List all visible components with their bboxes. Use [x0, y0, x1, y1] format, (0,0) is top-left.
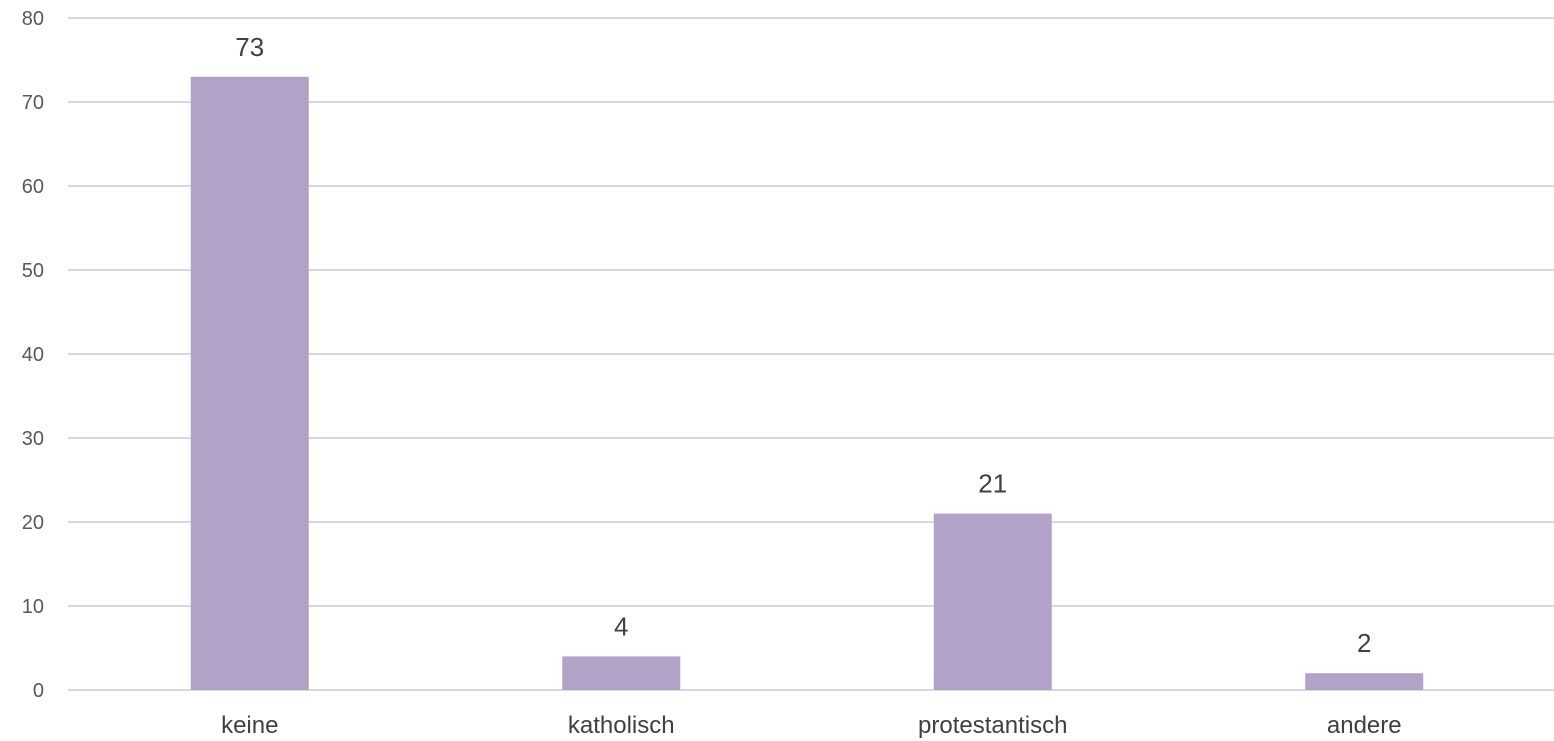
y-tick-label: 40 — [22, 344, 44, 366]
y-tick-label: 60 — [22, 176, 44, 198]
data-label: 73 — [235, 32, 264, 62]
y-tick-label: 0 — [33, 680, 44, 702]
data-label: 2 — [1357, 628, 1371, 658]
y-tick-label: 20 — [22, 512, 44, 534]
bars — [190, 76, 1424, 691]
x-tick-label: andere — [1327, 712, 1402, 739]
bar — [190, 76, 309, 691]
y-tick-label: 10 — [22, 596, 44, 618]
y-tick-label: 70 — [22, 92, 44, 114]
gridlines — [68, 17, 1554, 691]
x-tick-label: keine — [221, 712, 278, 739]
y-tick-label: 30 — [22, 428, 44, 450]
y-axis-tick-labels: 0 10 20 30 40 50 60 70 80 — [22, 8, 44, 702]
bar — [1305, 673, 1424, 690]
x-axis-category-labels: keine katholisch protestantisch andere — [221, 712, 1402, 739]
x-tick-label: protestantisch — [918, 712, 1067, 739]
data-label: 4 — [614, 611, 628, 641]
y-tick-label: 50 — [22, 260, 44, 282]
bar — [562, 656, 681, 690]
x-tick-label: katholisch — [568, 712, 675, 739]
data-labels: 73 4 21 2 — [235, 32, 1371, 658]
y-tick-label: 80 — [22, 8, 44, 30]
bar — [933, 513, 1052, 690]
data-label: 21 — [978, 469, 1007, 499]
